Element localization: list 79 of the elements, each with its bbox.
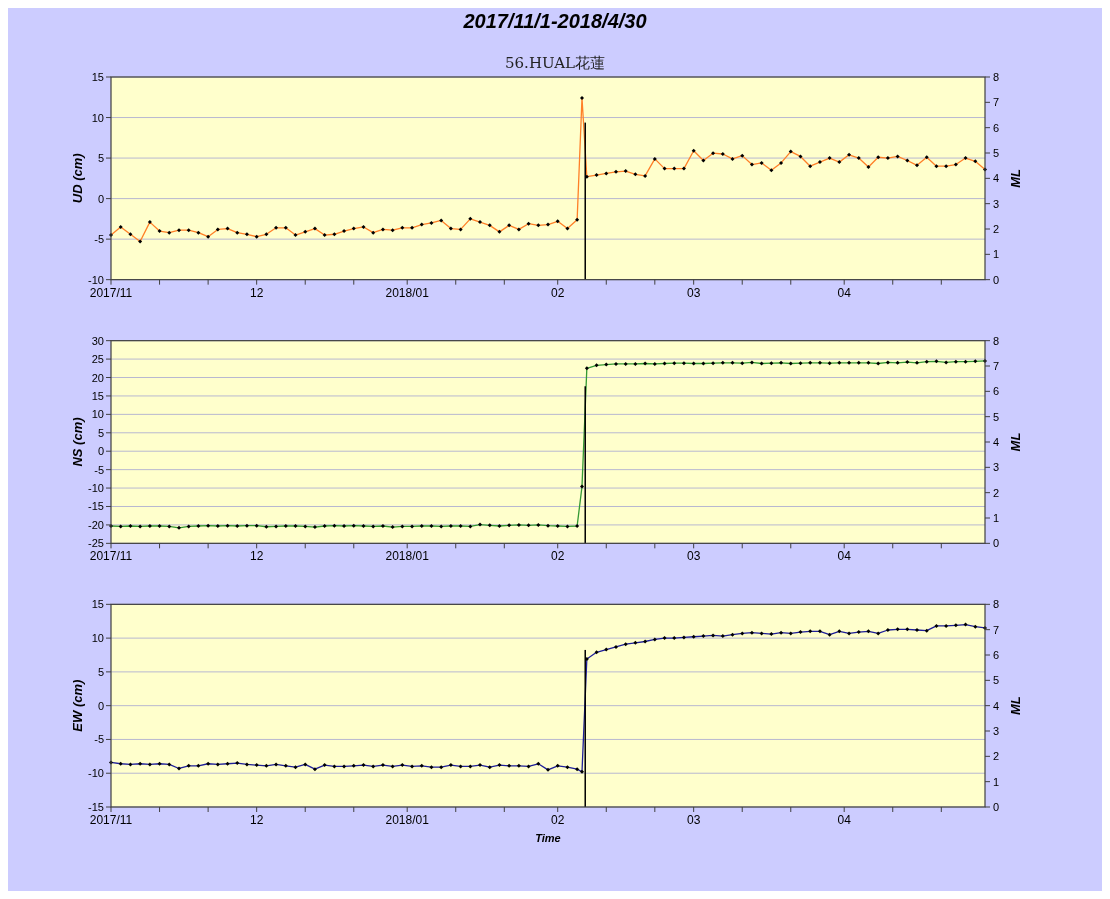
x-tick-label: 03 [686, 813, 701, 827]
x-axis-title: Time [535, 832, 561, 844]
y2-tick-label: 6 [993, 649, 1000, 661]
x-tick-label: 2017/11 [89, 813, 133, 827]
y2-tick-label: 8 [993, 334, 1000, 347]
y2-tick-label: 1 [993, 512, 1000, 524]
y2-tick-label: 1 [993, 248, 1000, 261]
y-tick-label: 10 [91, 111, 104, 124]
y-tick-label: 0 [97, 445, 104, 458]
x-tick-label: 2018/01 [385, 813, 430, 827]
y2-axis-title: ML [1008, 432, 1023, 452]
x-tick-label: 03 [686, 549, 701, 564]
y-tick-label: 10 [91, 408, 104, 421]
y-tick-label: -20 [88, 518, 104, 531]
y-tick-label: -25 [88, 537, 104, 550]
x-tick-label: 02 [551, 285, 565, 300]
y2-tick-label: 4 [993, 436, 1000, 448]
chart-subtitle: 56.HUAL花蓮 [505, 54, 605, 72]
y2-tick-label: 5 [993, 410, 1000, 423]
x-tick-label: 03 [686, 285, 701, 300]
y-tick-label: -10 [88, 482, 104, 495]
y2-tick-label: 5 [993, 674, 1000, 687]
x-tick-label: 04 [837, 285, 852, 300]
y2-tick-label: 8 [993, 598, 1000, 611]
y2-tick-label: 4 [993, 172, 1000, 185]
x-tick-label: 2018/01 [385, 285, 430, 300]
chart-title: 2017/11/1-2018/4/30 [462, 10, 647, 32]
y-tick-label: -5 [94, 733, 104, 746]
y-tick-label: 15 [91, 71, 104, 83]
y-tick-label: 30 [91, 334, 104, 347]
y-tick-label: 25 [91, 353, 104, 366]
y2-axis-title: ML [1008, 696, 1023, 716]
y-tick-label: 15 [91, 389, 104, 402]
y-tick-label: 5 [97, 152, 104, 165]
y-tick-label: -5 [94, 233, 104, 246]
x-tick-label: 04 [837, 549, 852, 564]
x-tick-label: 2017/11 [89, 285, 133, 300]
y-tick-label: -5 [94, 463, 104, 476]
y2-tick-label: 7 [993, 360, 1000, 372]
y2-tick-label: 3 [993, 461, 1000, 474]
y-tick-label: 5 [97, 665, 104, 678]
y-tick-label: 10 [91, 632, 104, 645]
x-tick-label: 12 [249, 285, 264, 300]
y2-tick-label: 0 [993, 537, 1000, 550]
y-tick-label: -10 [88, 273, 104, 286]
y-tick-label: -15 [88, 500, 104, 513]
y2-tick-label: 3 [993, 725, 1000, 737]
x-tick-label: 2017/11 [89, 549, 133, 564]
y-tick-label: 15 [91, 598, 104, 611]
y2-tick-label: 7 [993, 623, 1000, 636]
y2-tick-label: 4 [993, 699, 1000, 712]
y-tick-label: 0 [97, 699, 104, 712]
y2-tick-label: 6 [993, 385, 1000, 398]
y-tick-label: 0 [97, 192, 104, 205]
y-axis-title: UD (cm) [70, 153, 85, 204]
y-tick-label: 20 [91, 371, 104, 384]
y2-tick-label: 1 [993, 775, 1000, 788]
y-tick-label: -10 [88, 767, 104, 780]
y2-tick-label: 2 [993, 750, 1000, 763]
y2-tick-label: 7 [993, 96, 1000, 109]
y2-tick-label: 0 [993, 801, 1000, 813]
x-tick-label: 02 [551, 813, 565, 827]
y2-tick-label: 3 [993, 197, 1000, 210]
y-tick-label: -15 [88, 801, 104, 813]
y2-tick-label: 6 [993, 121, 1000, 134]
y-tick-label: 5 [97, 426, 104, 439]
y2-tick-label: 8 [993, 71, 1000, 83]
x-tick-label: 02 [551, 549, 565, 564]
x-tick-label: 04 [837, 813, 852, 827]
x-tick-label: 2018/01 [385, 549, 430, 564]
y2-tick-label: 2 [993, 223, 1000, 235]
x-tick-label: 12 [249, 549, 264, 564]
y2-tick-label: 5 [993, 147, 1000, 159]
y2-axis-title: ML [1008, 168, 1023, 188]
y-axis-title: EW (cm) [70, 679, 85, 732]
y-axis-title: NS (cm) [70, 417, 85, 467]
y2-tick-label: 0 [993, 273, 1000, 286]
y2-tick-label: 2 [993, 486, 1000, 499]
x-tick-label: 12 [249, 813, 264, 827]
